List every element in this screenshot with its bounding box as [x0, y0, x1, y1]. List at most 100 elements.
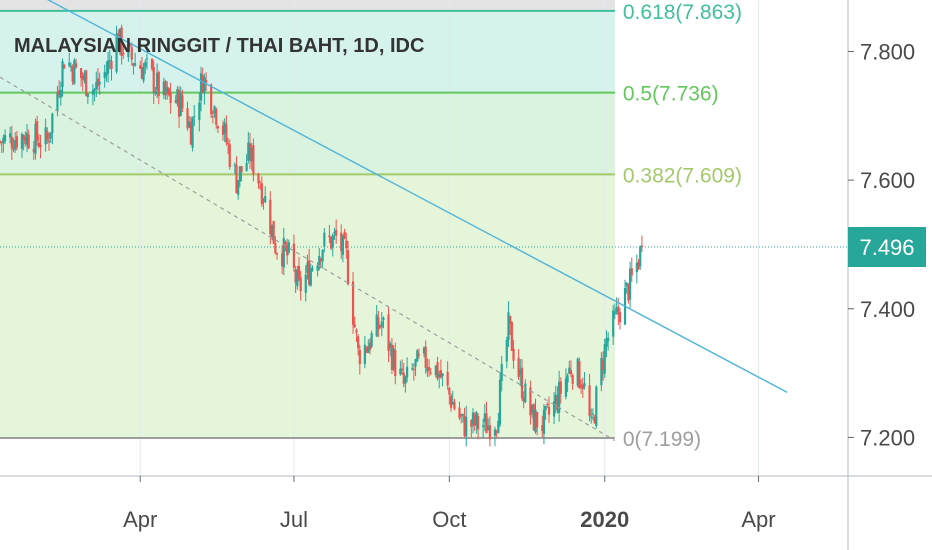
candle — [637, 258, 640, 271]
candle — [578, 357, 581, 389]
candle-body — [487, 425, 490, 430]
candle — [559, 377, 562, 404]
candle-body — [169, 91, 172, 103]
candle — [252, 138, 255, 182]
candle — [448, 386, 451, 405]
candle-body — [105, 72, 108, 76]
candle-body — [110, 60, 113, 70]
candle — [108, 49, 111, 70]
candle-body — [615, 307, 618, 312]
candle — [483, 403, 486, 432]
candle — [346, 241, 350, 286]
candle-body — [270, 224, 274, 238]
candle — [281, 245, 284, 275]
candle — [568, 360, 571, 375]
candle-body — [357, 336, 360, 349]
candle — [623, 279, 627, 325]
candle-body — [461, 413, 464, 416]
candle — [460, 413, 463, 424]
candle-body — [282, 238, 285, 268]
candle — [546, 402, 549, 408]
candle-body — [142, 66, 145, 81]
candle — [635, 254, 638, 284]
candle-body — [144, 61, 147, 68]
candle-body — [576, 358, 579, 386]
candle — [544, 405, 547, 420]
candle — [223, 118, 226, 142]
candle — [150, 57, 154, 72]
candle-body — [215, 109, 218, 125]
dashed-trendline — [0, 76, 616, 442]
candle-body — [210, 84, 213, 115]
candle-body — [546, 403, 549, 405]
candle-body — [284, 241, 287, 248]
candle-body — [446, 371, 449, 386]
candle-body — [536, 411, 539, 428]
candle-body — [27, 134, 30, 149]
candle-body — [306, 262, 309, 273]
candle-body — [257, 173, 260, 184]
candle — [564, 368, 567, 400]
candle — [198, 92, 201, 132]
candle — [14, 132, 17, 153]
candle — [542, 404, 546, 445]
candle — [333, 227, 336, 240]
candle — [221, 120, 225, 141]
candle — [34, 118, 37, 160]
candle-body — [460, 414, 463, 417]
candle — [412, 363, 415, 381]
candle-body — [176, 89, 179, 104]
y-tick-label: 7.600 — [860, 168, 915, 193]
candle — [296, 265, 299, 290]
candle — [248, 132, 252, 169]
candle — [541, 415, 544, 438]
candle — [471, 408, 475, 434]
candle-body — [132, 63, 135, 66]
candle — [429, 368, 432, 376]
candle — [529, 380, 532, 425]
candle-body — [417, 354, 421, 356]
candle — [275, 252, 279, 260]
candle-body — [117, 33, 120, 51]
candle — [571, 373, 574, 390]
candle-body — [412, 368, 415, 370]
candle — [534, 398, 537, 434]
candle-body — [541, 425, 544, 431]
candle-body — [122, 52, 125, 55]
candle — [235, 156, 238, 194]
candle-body — [358, 349, 361, 365]
candle — [593, 414, 596, 424]
candle — [294, 266, 297, 294]
candle-body — [581, 384, 584, 390]
candle-body — [404, 376, 407, 384]
candle-body — [264, 196, 267, 203]
candle-body — [248, 143, 252, 161]
candle-body — [152, 67, 155, 93]
candle-body — [529, 387, 532, 416]
candle-body — [475, 412, 478, 426]
candle-body — [571, 375, 574, 384]
candle-body — [399, 368, 402, 375]
candle — [167, 87, 171, 97]
candle — [86, 93, 89, 105]
y-axis-ticks[interactable]: 7.200 7.400 7.600 7.800 — [848, 39, 915, 450]
candle-body — [522, 397, 525, 402]
candle-body — [547, 406, 551, 415]
candle — [213, 105, 216, 118]
candle-body — [463, 415, 466, 437]
candle-body — [250, 147, 253, 162]
candle — [368, 338, 372, 355]
candle-body — [3, 135, 7, 141]
candle — [98, 72, 101, 95]
candle-body — [377, 317, 380, 330]
candle — [600, 352, 603, 392]
trendlines — [0, 0, 788, 442]
x-tick-label: 2020 — [580, 507, 629, 532]
x-axis-ticks[interactable]: Apr Jul Oct 2020 Apr — [123, 476, 776, 532]
candle-body — [590, 416, 593, 418]
candle-body — [351, 281, 355, 325]
candle-body — [189, 121, 192, 145]
candle-body — [411, 368, 414, 370]
candle-body — [225, 124, 228, 143]
candle — [264, 186, 267, 204]
